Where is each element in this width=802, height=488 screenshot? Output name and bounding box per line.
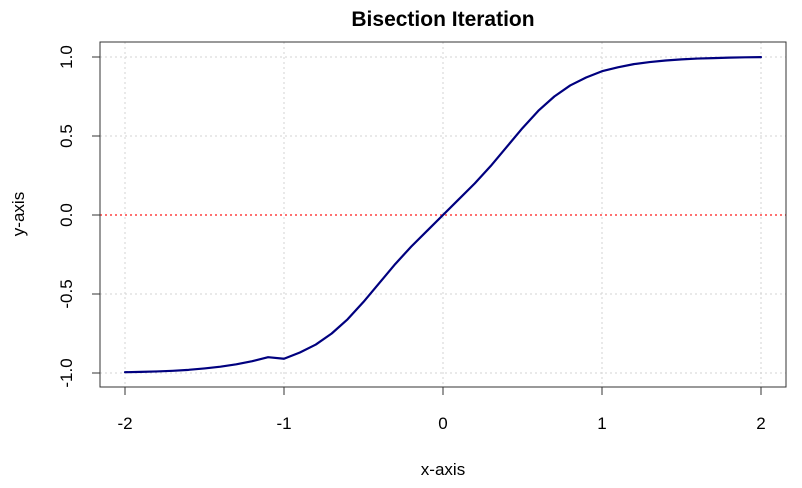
x-tick-label: -2 (117, 414, 132, 433)
x-tick-label: 0 (438, 414, 447, 433)
chart-title: Bisection Iteration (351, 8, 534, 31)
x-tick-label: 1 (597, 414, 606, 433)
series-line (123, 56, 763, 374)
y-tick-label: 1.0 (57, 45, 76, 69)
y-tick-label: -1.0 (57, 358, 76, 387)
y-axis: -1.0 -0.5 0.0 0.5 1.0 (57, 45, 101, 388)
y-tick-label: 0.0 (57, 203, 76, 227)
x-tick-label: 2 (756, 414, 765, 433)
y-tick-label: 0.5 (57, 124, 76, 148)
y-axis-title: y-axis (9, 192, 28, 236)
y-tick-label: -0.5 (57, 279, 76, 308)
x-tick-label: -1 (276, 414, 291, 433)
x-axis: -2 -1 0 1 2 (117, 386, 766, 433)
series-layer (123, 56, 763, 374)
x-axis-title: x-axis (421, 460, 465, 479)
